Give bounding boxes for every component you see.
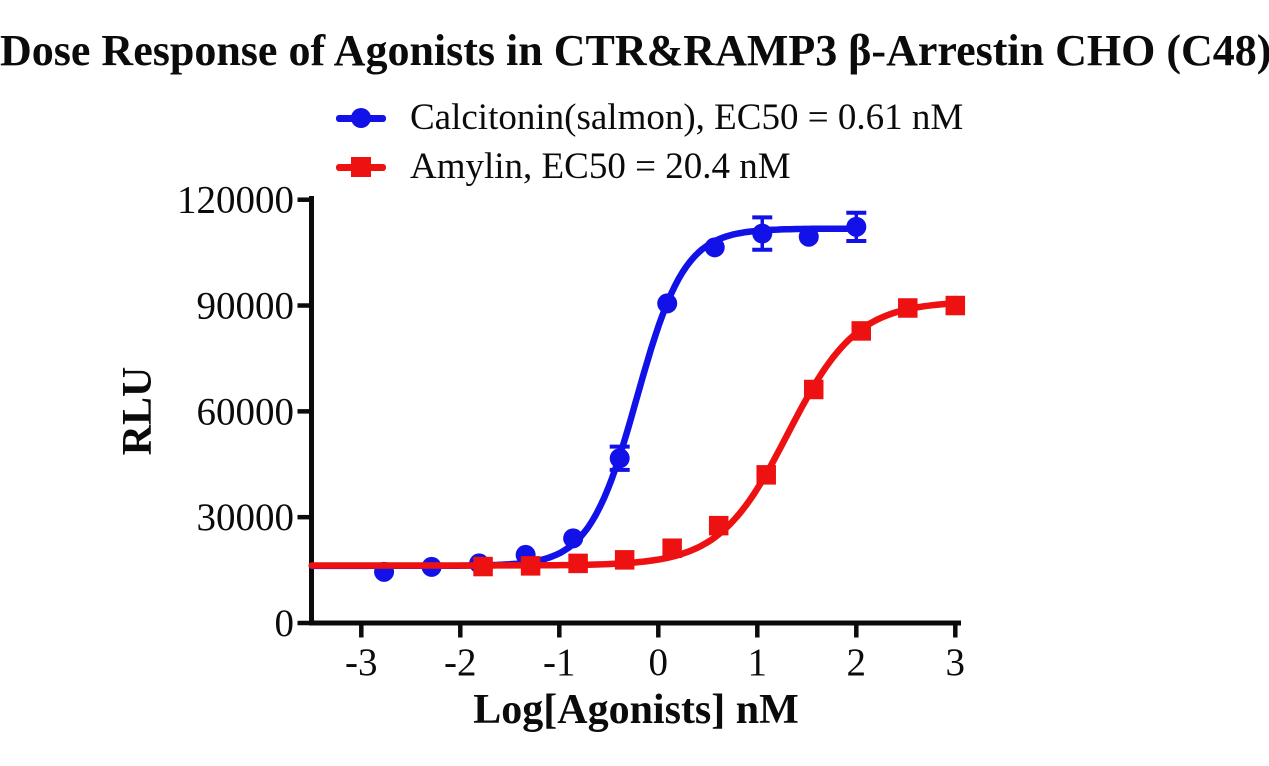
Calcitonin(salmon)-data-point: [657, 293, 678, 314]
square-marker-icon: [351, 156, 371, 177]
y-tick-label: 60000: [197, 390, 295, 433]
Amylin-data-point: [520, 556, 541, 576]
x-tick-label: 2: [847, 641, 867, 684]
Calcitonin(salmon)-data-point: [846, 216, 867, 237]
x-tick-label: 0: [649, 641, 669, 684]
y-tick-label: 120000: [177, 179, 294, 222]
chart-title: Dose Response of Agonists in CTR&RAMP3 β…: [0, 26, 1269, 75]
x-axis-title: Log[Agonists] nM: [473, 687, 799, 733]
x-tick-label: -2: [444, 641, 477, 684]
x-tick-label: -3: [345, 641, 378, 684]
legend-item-calcitonin: Calcitonin(salmon), EC50 = 0.61 nM: [336, 93, 963, 142]
Amylin-data-point: [473, 556, 493, 577]
x-tick-label: 1: [748, 641, 768, 684]
x-tick-label: -1: [543, 641, 576, 684]
Amylin-data-point: [898, 298, 918, 318]
Calcitonin(salmon)-data-point: [704, 237, 725, 258]
Amylin-data-point: [708, 515, 729, 536]
Amylin-data-point: [851, 321, 871, 341]
Amylin-data-point: [756, 465, 776, 485]
Calcitonin(salmon)-data-point: [609, 448, 630, 469]
Calcitonin(salmon)-data-point: [752, 223, 773, 244]
x-tick-label: 3: [946, 641, 966, 684]
y-axis-title: RLU: [115, 367, 161, 456]
Amylin-data-point: [803, 379, 824, 400]
legend-item-amylin: Amylin, EC50 = 20.4 nM: [336, 142, 963, 191]
Calcitonin(salmon)-data-point: [563, 528, 584, 549]
legend-swatch-amylin: [336, 155, 386, 179]
Amylin-data-point: [945, 295, 966, 316]
Amylin-fit-curve: [308, 300, 959, 569]
legend-label-calcitonin: Calcitonin(salmon), EC50 = 0.61 nM: [410, 97, 964, 138]
legend: Calcitonin(salmon), EC50 = 0.61 nM Amyli…: [336, 93, 963, 191]
y-tick-label: 90000: [197, 285, 295, 328]
Calcitonin(salmon)-data-point: [798, 226, 819, 247]
y-tick-label: 0: [275, 602, 295, 645]
Amylin-data-point: [568, 553, 588, 574]
y-tick-label: 30000: [197, 496, 295, 539]
Amylin-data-point: [614, 550, 635, 570]
Amylin-data-point: [662, 538, 682, 558]
Calcitonin(salmon)-fit-curve: [308, 225, 860, 570]
legend-swatch-calcitonin: [336, 106, 386, 130]
circle-marker-icon: [351, 107, 371, 128]
legend-label-amylin: Amylin, EC50 = 20.4 nM: [410, 146, 791, 187]
